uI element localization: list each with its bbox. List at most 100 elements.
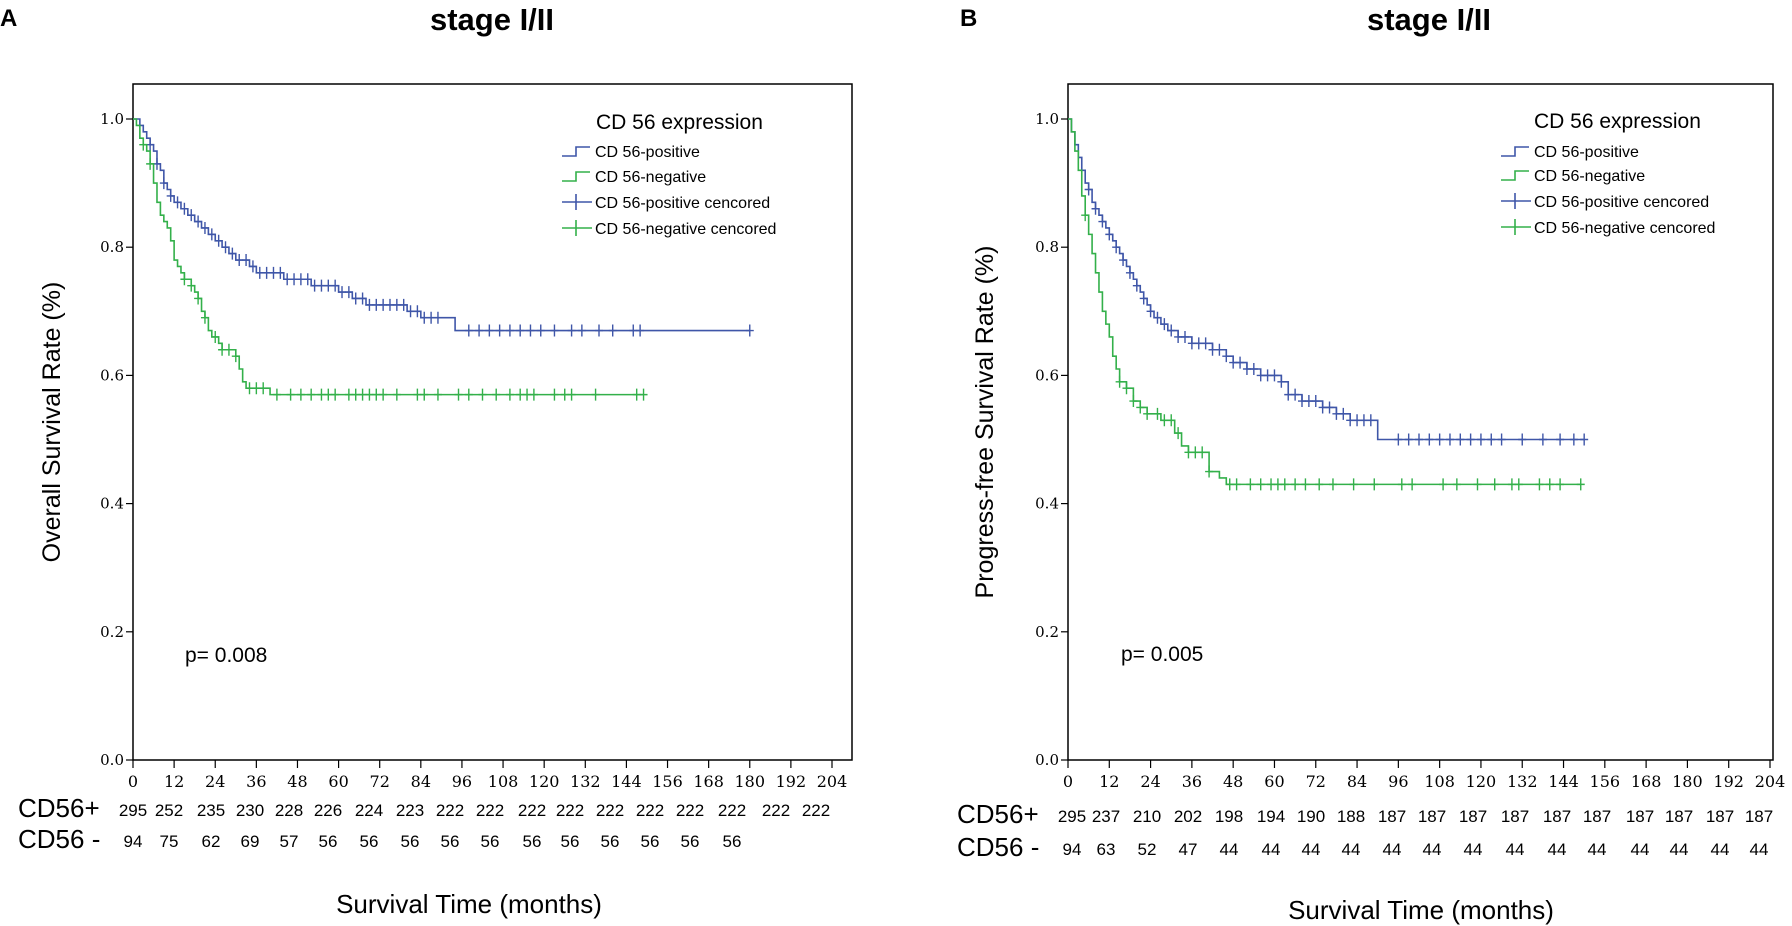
censor-mark [1174, 330, 1183, 343]
censor-mark [290, 273, 299, 286]
x-tick-label: 60 [1264, 772, 1284, 791]
at-risk-count: 69 [241, 832, 260, 851]
censor-mark [1580, 433, 1589, 446]
censor-mark [1208, 343, 1217, 356]
censor-mark [1136, 401, 1145, 414]
censor-mark [1535, 478, 1544, 491]
censor-mark [276, 266, 285, 279]
at-risk-count: 44 [1262, 840, 1281, 859]
censor-mark [1122, 382, 1131, 395]
censor-mark [358, 388, 367, 401]
x-axis: 0 12 24 36 48 60 72 84 96 108 120 132 144 156 168 180 19… [128, 760, 847, 791]
censor-mark [310, 279, 319, 292]
at-risk-count: 56 [601, 832, 620, 851]
x-tick-label: 0 [1063, 772, 1073, 791]
censor-mark [629, 324, 638, 337]
censor-mark [1081, 209, 1090, 222]
censor-mark [1146, 305, 1155, 318]
x-tick-label: 72 [1306, 772, 1326, 791]
at-risk-count: 44 [1670, 840, 1689, 859]
at-risk-count: 190 [1297, 807, 1325, 826]
censor-mark [1415, 433, 1423, 446]
at-risk-count: 56 [723, 832, 742, 851]
censor-mark [1229, 356, 1238, 369]
censor-mark [159, 177, 168, 190]
censor-mark [1556, 478, 1565, 491]
censor-mark [475, 324, 484, 337]
x-tick-label: 204 [1755, 772, 1786, 791]
at-risk-count: 56 [481, 832, 500, 851]
at-risk-count: 187 [1706, 807, 1734, 826]
at-risk-table: CD56+ 295 252 235 230 228 226 224 223 222 222 222 22… [18, 793, 830, 854]
censor-mark [1222, 350, 1231, 363]
x-tick-label: 84 [411, 772, 431, 791]
censor-mark [529, 388, 538, 401]
at-risk-count: 94 [124, 832, 143, 851]
x-tick-label: 96 [452, 772, 472, 791]
censor-mark [365, 298, 374, 311]
censor-mark [1301, 478, 1310, 491]
censor-mark [399, 298, 408, 311]
x-tick-label: 36 [246, 772, 266, 791]
censor-mark [1332, 407, 1341, 420]
at-risk-count: 44 [1750, 840, 1769, 859]
at-risk-count: 63 [1097, 840, 1116, 859]
censor-mark [1452, 478, 1461, 491]
panel-label: A [0, 5, 17, 32]
censor-mark [632, 388, 641, 401]
censor-mark [307, 388, 316, 401]
censor-mark [427, 311, 436, 324]
censor-mark [492, 388, 501, 401]
x-axis-label: Survival Time (months) [336, 889, 602, 919]
censor-mark [286, 388, 295, 401]
censor-mark [228, 247, 237, 260]
at-risk-row-label: CD56+ [957, 799, 1039, 829]
censor-mark [1256, 478, 1265, 491]
censor-mark [1125, 266, 1134, 279]
y-axis: 0.0 0.2 0.4 0.6 0.8 1.0 [1035, 110, 1068, 769]
at-risk-row-label: CD56 - [18, 824, 100, 854]
censor-mark [231, 350, 240, 363]
censor-mark [454, 388, 463, 401]
x-tick-label: 72 [370, 772, 390, 791]
censor-mark [194, 292, 203, 305]
at-risk-count: 223 [396, 801, 424, 820]
survival-curves [133, 118, 754, 401]
at-risk-count: 228 [275, 801, 303, 820]
at-risk-count: 222 [556, 801, 584, 820]
censor-mark [283, 273, 292, 286]
censor-mark [392, 388, 401, 401]
plot-frame [1067, 83, 1774, 761]
censor-mark [245, 382, 254, 395]
censor-mark [1576, 478, 1585, 491]
at-risk-count: 222 [676, 801, 704, 820]
at-risk-count: 210 [1133, 807, 1161, 826]
legend-entry-label: CD 56-positive cencored [1534, 194, 1709, 211]
censor-mark [317, 388, 326, 401]
censor-mark [505, 324, 514, 337]
y-tick-label: 0.4 [1035, 495, 1059, 513]
at-risk-count: 187 [1378, 807, 1406, 826]
censor-mark [550, 324, 559, 337]
at-risk-count: 187 [1745, 807, 1773, 826]
legend-line-swatch [1501, 170, 1529, 181]
censor-mark [1397, 478, 1406, 491]
censor-mark [495, 324, 504, 337]
x-tick-label: 132 [1507, 772, 1538, 791]
x-axis: 0 12 24 36 48 60 72 84 96 108 120 132 144 156 168 180 19… [1063, 760, 1785, 791]
censor-mark [317, 279, 326, 292]
censor-mark [242, 254, 251, 267]
x-tick-label: 24 [205, 772, 225, 791]
x-tick-label: 48 [1223, 772, 1243, 791]
at-risk-count: 295 [1058, 807, 1086, 826]
legend-entry-label: CD 56-negative [1534, 168, 1645, 185]
censor-mark [1425, 433, 1434, 446]
x-axis-label: Survival Time (months) [1288, 895, 1554, 925]
censor-mark [1232, 478, 1241, 491]
x-tick-label: 144 [611, 772, 642, 791]
censor-mark [248, 260, 257, 273]
censor-mark [1304, 395, 1313, 408]
censor-mark [259, 382, 268, 395]
at-risk-count: 187 [1459, 807, 1487, 826]
censor-mark [567, 324, 576, 337]
